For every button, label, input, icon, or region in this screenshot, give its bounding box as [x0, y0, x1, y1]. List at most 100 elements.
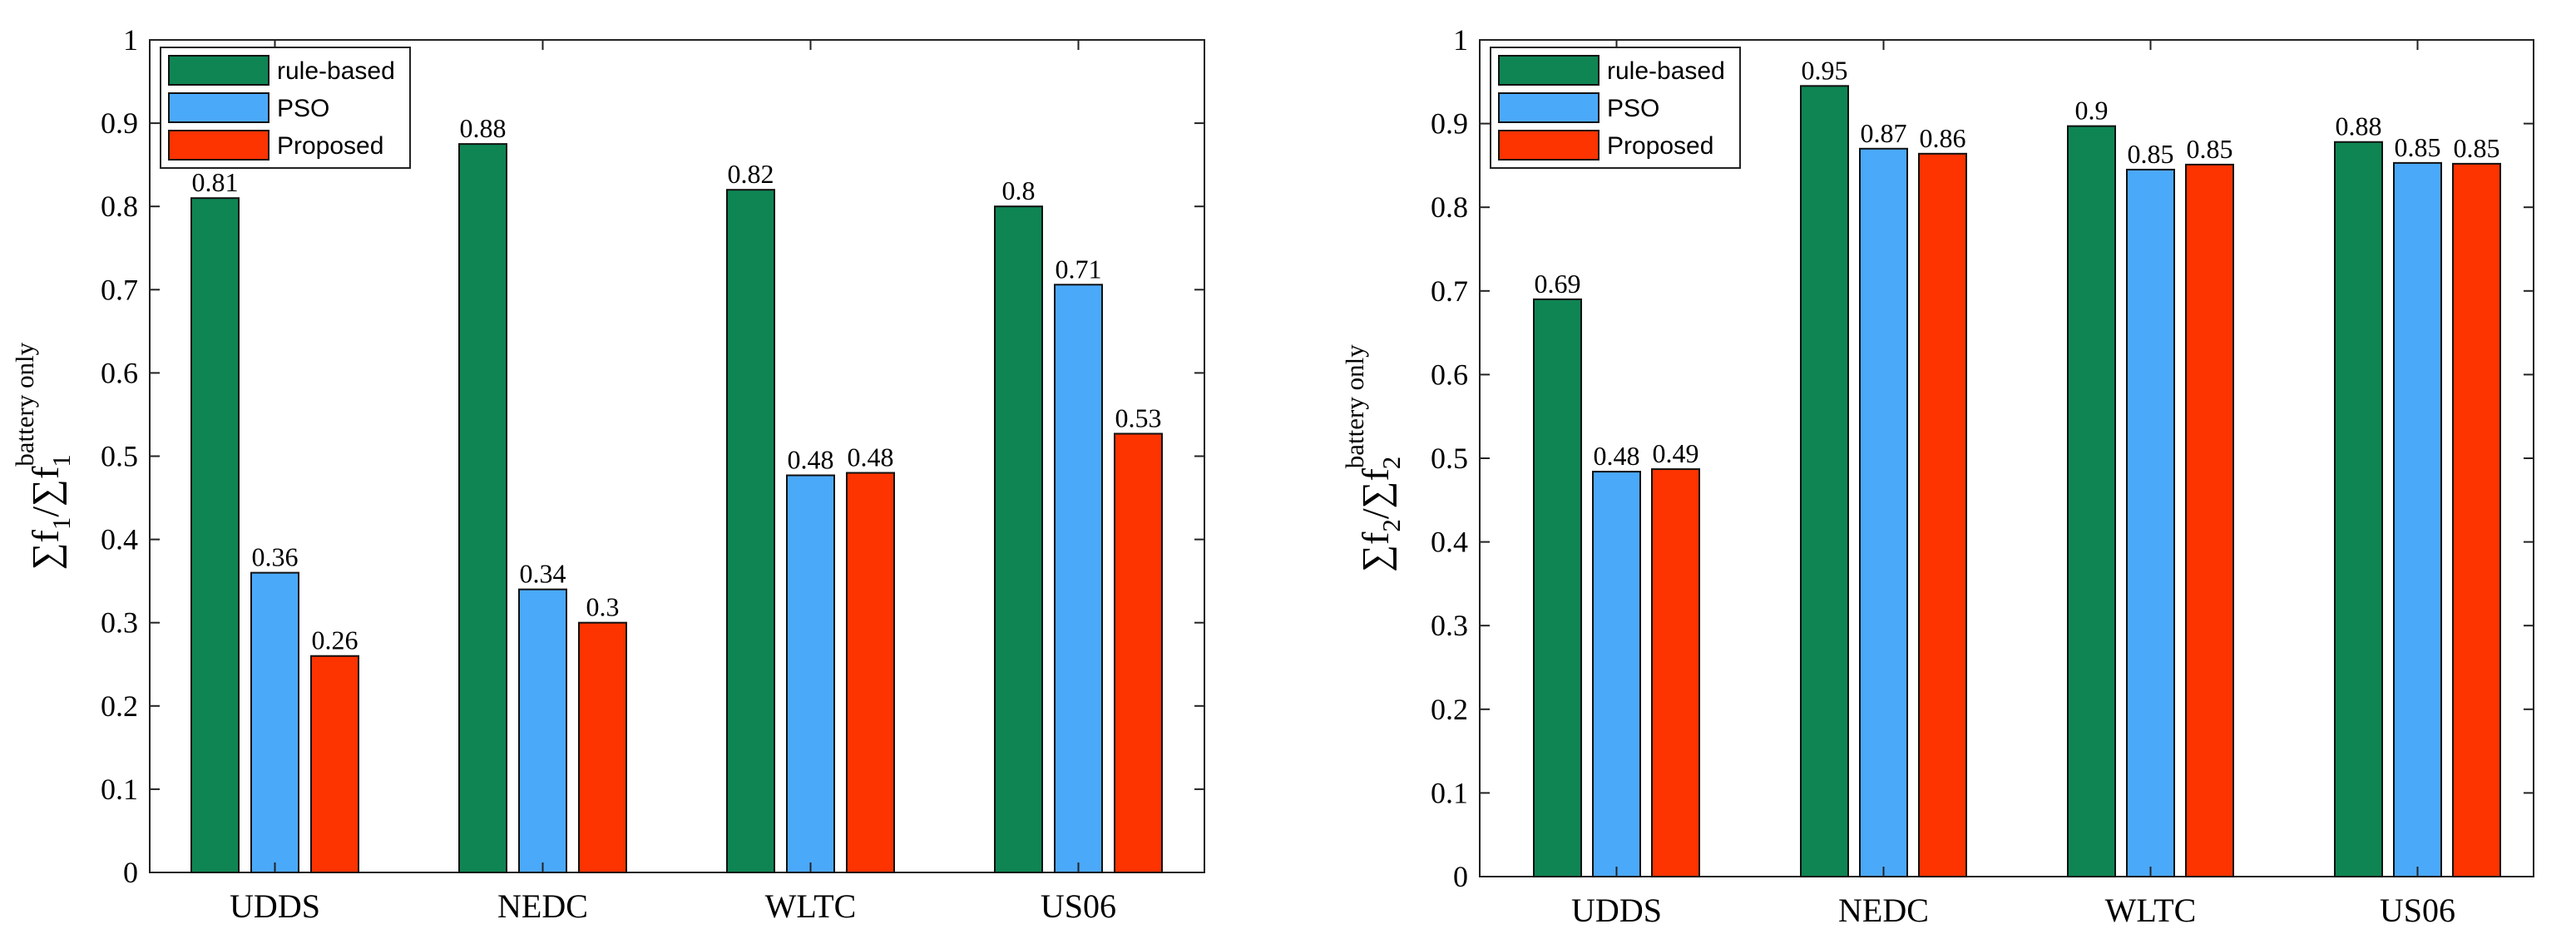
- bar-proposed: [2452, 162, 2501, 877]
- y-tick-label: 1: [123, 23, 138, 57]
- y-tick-label: 0.3: [1431, 609, 1468, 642]
- y-axis-label-part: ∑f: [24, 529, 67, 570]
- bar-pso: [2126, 168, 2175, 877]
- bar-rule-based: [2334, 141, 2383, 877]
- bar-value-label: 0.26: [312, 625, 358, 655]
- bar-pso: [2393, 161, 2442, 877]
- bar-value-label: 0.88: [460, 113, 507, 143]
- legend-label-rule-based: rule-based: [1607, 57, 1725, 85]
- bar-proposed: [310, 655, 359, 873]
- bar-value-label: 0.82: [728, 159, 774, 189]
- y-axis-label: ∑f2/∑fbattery only 2: [1340, 344, 1406, 572]
- y-tick-label: 0: [123, 856, 138, 889]
- bar-rule-based: [1800, 85, 1849, 877]
- bar-pso: [250, 571, 299, 873]
- bar-value-label: 0.95: [1802, 55, 1848, 85]
- category-label: UDDS: [230, 887, 320, 925]
- y-tick-label: 0.9: [1431, 107, 1468, 141]
- bar-value-label: 0.3: [586, 592, 620, 622]
- y-axis-label-text: ∑f2/∑fbattery only 2: [1340, 344, 1406, 572]
- bar-pso: [518, 588, 567, 873]
- y-tick-label: 0.9: [101, 106, 138, 140]
- y-tick-label: 0.5: [101, 440, 138, 473]
- bar-value-label: 0.36: [252, 542, 299, 572]
- y-tick-label: 0.1: [1431, 776, 1468, 809]
- legend-label-proposed: Proposed: [1607, 132, 1713, 160]
- y-tick-label: 0.4: [101, 523, 138, 556]
- chart-right: 0 0.1 0.2 0.3 0.4 0.5 0.6 0.7 0.8 0.9 1 0.69 0.48 0.4…: [1288, 0, 2576, 929]
- bar-rule-based: [1533, 298, 1582, 877]
- bar-value-label: 0.9: [2075, 96, 2109, 126]
- y-tick-label: 0.7: [1431, 274, 1468, 308]
- category-label: WLTC: [2105, 892, 2197, 929]
- bar-proposed: [846, 472, 895, 874]
- bar-proposed: [2185, 163, 2234, 878]
- category-label: NEDC: [1838, 892, 1929, 929]
- bar-rule-based: [190, 197, 240, 873]
- y-axis-label-part: 1: [47, 517, 76, 531]
- category-label: WLTC: [765, 887, 857, 925]
- category-label: US06: [1041, 887, 1116, 925]
- y-tick-label: 0: [1453, 860, 1468, 893]
- bar-proposed: [1114, 432, 1163, 873]
- y-axis-label-part: /∑f: [24, 466, 67, 517]
- y-axis-label-part: battery only: [1340, 344, 1369, 468]
- legend-swatch-proposed: [168, 130, 269, 161]
- category-label: UDDS: [1571, 892, 1662, 929]
- bar-value-label: 0.8: [1002, 175, 1036, 205]
- bar-pso: [786, 474, 835, 873]
- bar-value-label: 0.81: [192, 167, 239, 197]
- y-tick-label: 0.8: [101, 190, 138, 223]
- bar-value-label: 0.87: [1861, 118, 1907, 148]
- y-axis-label-text: ∑f1/∑fbattery only 1: [10, 342, 76, 570]
- bar-value-label: 0.48: [1594, 441, 1640, 471]
- y-axis-label-part: 1: [47, 454, 76, 467]
- y-tick-label: 0.5: [1431, 442, 1468, 475]
- legend-label-rule-based: rule-based: [277, 57, 395, 85]
- bar-rule-based: [994, 205, 1043, 873]
- legend-swatch-pso: [168, 92, 269, 123]
- bar-value-label: 0.69: [1535, 269, 1581, 299]
- bar-value-label: 0.34: [520, 559, 566, 589]
- chart-right-svg: 0 0.1 0.2 0.3 0.4 0.5 0.6 0.7 0.8 0.9 1 0.69 0.48 0.4…: [1340, 23, 2534, 929]
- y-axis-label-part: /∑f: [1354, 468, 1397, 520]
- bar-pso: [1054, 284, 1103, 873]
- y-axis-label-part: 2: [1377, 519, 1406, 532]
- bar-value-label: 0.53: [1115, 403, 1162, 432]
- legend-swatch-rule-based: [1498, 55, 1599, 86]
- y-axis-label-part: 2: [1377, 457, 1406, 470]
- bar-value-label: 0.85: [2395, 132, 2441, 162]
- chart-left: 0 0.1 0.2 0.3 0.4 0.5 0.6 0.7 0.8 0.9 1 0.81 0.36 0.2…: [10, 23, 1205, 925]
- y-axis-label-part: battery only: [10, 342, 39, 466]
- bar-value-label: 0.71: [1056, 254, 1102, 284]
- bar-pso: [1592, 471, 1641, 877]
- y-axis-label-part: ∑f: [1354, 531, 1397, 572]
- bar-value-label: 0.86: [1920, 123, 1966, 153]
- bar-proposed: [578, 621, 627, 873]
- bar-proposed: [1651, 468, 1700, 877]
- bar-value-label: 0.85: [2454, 133, 2500, 163]
- legend-swatch-rule-based: [168, 55, 269, 86]
- y-tick-label: 0.6: [1431, 358, 1468, 391]
- legend-label-pso: PSO: [277, 95, 329, 122]
- bar-value-label: 0.85: [2187, 134, 2233, 164]
- bar-value-label: 0.48: [788, 445, 834, 475]
- bar-pso: [1859, 147, 1908, 877]
- category-label: US06: [2380, 892, 2455, 929]
- y-tick-label: 0.8: [1431, 190, 1468, 224]
- bar-rule-based: [2067, 125, 2116, 878]
- y-tick-label: 0.6: [101, 356, 138, 389]
- y-tick-label: 0.1: [101, 773, 138, 806]
- bar-value-label: 0.49: [1653, 438, 1699, 468]
- y-tick-label: 0.2: [101, 689, 138, 723]
- y-tick-label: 0.7: [101, 273, 138, 306]
- legend-label-pso: PSO: [1607, 95, 1659, 122]
- y-axis-label: ∑f1/∑fbattery only 1: [10, 342, 76, 570]
- bar-rule-based: [458, 143, 507, 873]
- bar-rule-based: [726, 189, 775, 873]
- legend-swatch-proposed: [1498, 130, 1599, 161]
- legend-label-proposed: Proposed: [277, 132, 383, 160]
- y-tick-label: 0.4: [1431, 526, 1468, 559]
- legend-swatch-pso: [1498, 92, 1599, 123]
- category-label: NEDC: [497, 887, 588, 925]
